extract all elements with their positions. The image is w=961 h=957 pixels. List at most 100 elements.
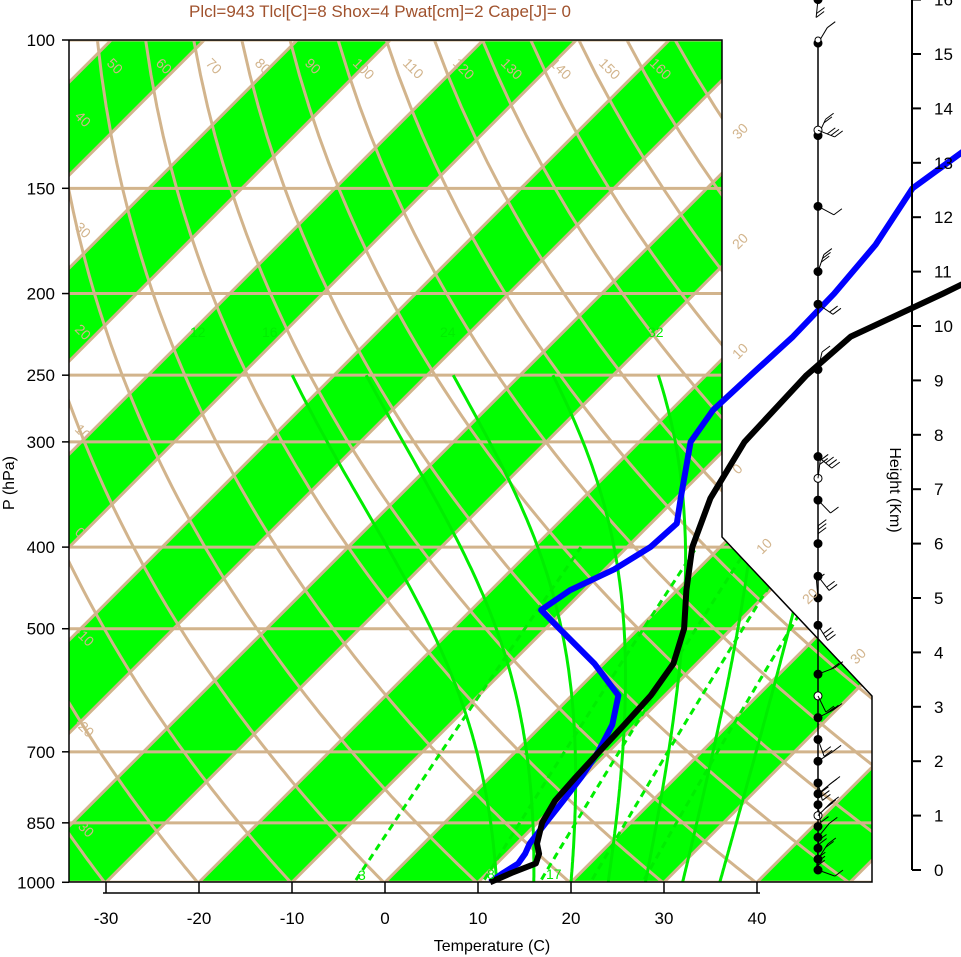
isotherm-label: 30 [847,645,869,667]
mixing-ratio-label: 16 [262,324,278,340]
y-axis-title: P (hPa) [1,456,18,510]
temperature-band [511,40,872,882]
wind-barb [817,739,825,757]
wind-barb-feather [818,838,827,845]
mixing-ratio-label: 3 [358,867,366,883]
wind-barb-feather [825,456,834,464]
wind-barb-feather [832,307,842,315]
wind-barb-feather [826,21,836,29]
height-tick-label: 1 [934,807,943,826]
height-tick-label: 5 [934,589,943,608]
dry-adiabat-line [69,40,214,882]
wind-barb-feather [822,746,832,753]
wind-barb [817,823,830,838]
wind-barb-feather [830,796,840,804]
pressure-tick-label: 700 [27,743,55,762]
wind-barb-feather [825,840,834,848]
isotherm-label: 10 [729,340,751,362]
dry-adiabat-line [69,40,403,882]
isotherm-line [137,40,872,882]
wind-barb-feather [831,461,841,469]
wind-barb-feather [823,116,833,124]
height-tick-label: 16 [934,0,953,10]
wind-barb [815,0,819,18]
wind-barb-feather [818,834,827,841]
wind-barb-feather [820,816,829,823]
height-tick-label: 11 [934,263,952,282]
wind-barb [817,499,831,514]
wind-barb-feather [828,459,838,466]
height-axis-title: Height (Km) [886,447,903,532]
wind-barb-feather [829,816,838,824]
wind-barb [815,580,819,599]
wind-barb-feather [830,662,840,670]
temperature-tick-label: 20 [562,909,581,928]
wind-barb [817,456,833,469]
dry-adiabat-line [384,40,872,882]
temperature-tick-label: 10 [469,909,488,928]
wind-barb-feather [823,248,833,255]
temperature-tick-label: 0 [380,909,389,928]
wind-barb [817,460,821,479]
wind-barb [817,750,834,762]
mixing-ratio-label: 32 [648,324,664,340]
isotherm-line [602,40,872,882]
wind-barb-feather [817,851,826,859]
pressure-tick-label: 150 [27,179,55,198]
wind-barb-feather [823,749,833,757]
wind-barb [816,848,819,867]
temperature-tick-label: -10 [280,909,305,928]
pressure-tick-label: 850 [27,814,55,833]
wind-barb [817,869,836,877]
isotherm-label: 0 [729,460,746,477]
wind-barb-feather [820,255,830,263]
pressure-tick-label: 500 [27,620,55,639]
wind-top-marker [814,36,822,44]
temperature-tick-label: 40 [748,909,767,928]
wind-barb [817,205,835,216]
wind-barb-feather [827,799,837,807]
wind-barb-feather [825,112,834,120]
height-tick-label: 0 [934,861,943,880]
dry-adiabat-line [288,40,872,882]
wind-barb-feather [825,705,835,713]
mixing-ratio-line [578,546,795,882]
wind-barb-feather [826,706,836,714]
wind-barb-feather [822,251,831,259]
theta-label: 70 [203,55,225,77]
wind-barb-feather [816,859,826,867]
theta-label: 150 [596,55,624,83]
wind-barb [817,782,823,801]
wind-barb-feather [815,11,825,18]
height-tick-label: 8 [934,426,943,445]
temperature-band [69,40,445,882]
height-tick-label: 7 [934,480,943,499]
wind-barb-feather [817,523,827,531]
temperature-tick-label: 30 [655,909,674,928]
isotherm-label: 20 [729,230,751,252]
wind-barb-feather [822,794,831,801]
wind-barb-feather [830,506,839,514]
pressure-tick-label: 1000 [17,873,55,892]
dry-adiabat-line [240,40,872,882]
theta-label: 110 [400,55,427,82]
mixing-ratio-line [631,546,842,882]
mixing-ratio-label: 17 [546,866,562,882]
pressure-tick-label: 400 [27,538,55,557]
wind-barb-feather [834,661,844,669]
wind-barb-feather [832,744,842,752]
height-tick-label: 10 [934,317,953,336]
pressure-tick-label: 100 [27,31,55,50]
height-tick-label: 6 [934,535,943,554]
temperature-band [325,40,872,882]
wind-barb-feather [816,855,826,863]
mixing-ratio-line [341,546,583,882]
wind-barb [817,695,827,713]
wind-barb-feather [830,704,839,712]
wind-barb-feather [828,584,838,591]
wind-barb-feather [826,580,835,588]
isotherm-line [69,40,872,882]
